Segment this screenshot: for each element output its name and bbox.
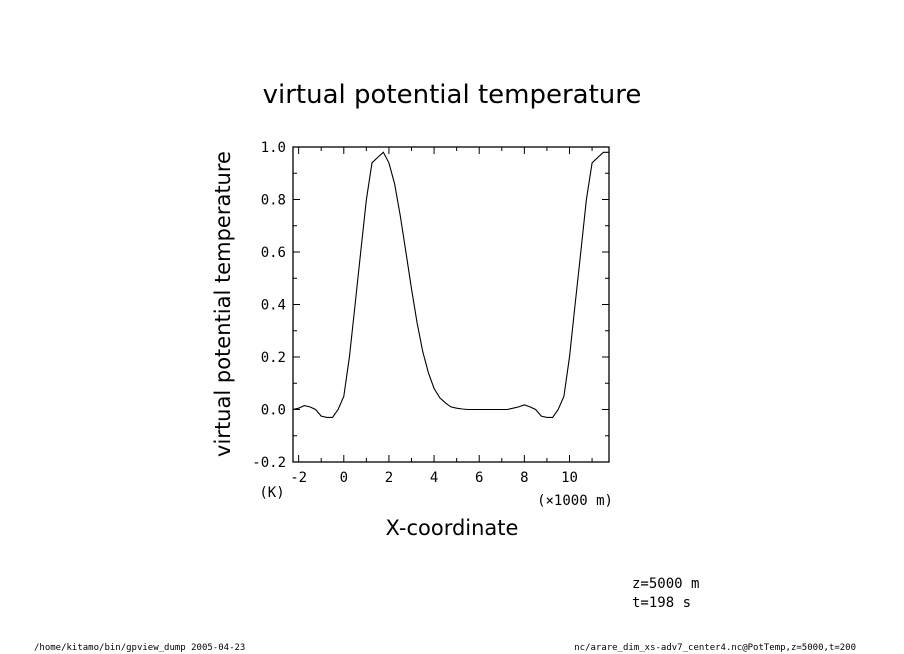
y-axis-ticks: -0.2 0.0 0.2 0.4 0.6 0.8 1.0: [252, 140, 609, 471]
y-tick-label: 0.4: [261, 298, 286, 314]
series-line: [292, 151, 609, 418]
y-tick-label: 0.0: [261, 403, 286, 419]
x-tick-label: -2: [290, 470, 307, 486]
x-tick-label: 4: [430, 470, 438, 486]
y-axis-title: virtual potential temperature: [211, 151, 235, 457]
y-tick-label: 0.8: [261, 193, 286, 209]
t-info: t=198 s: [632, 595, 691, 611]
x-unit-label: (×1000 m): [537, 493, 613, 509]
z-info: z=5000 m: [632, 576, 699, 592]
y-tick-label: 0.6: [261, 245, 286, 261]
chart-title: virtual potential temperature: [263, 80, 642, 110]
x-tick-label: 8: [520, 470, 528, 486]
x-tick-label: 2: [385, 470, 393, 486]
plot-frame: [292, 146, 610, 463]
y-tick-label: 1.0: [261, 140, 286, 156]
y-tick-label: -0.2: [252, 455, 286, 471]
y-unit-label: (K): [259, 485, 284, 501]
x-axis-ticks: -2 0 2 4 6 8 10: [290, 147, 593, 486]
y-tick-label: 0.2: [261, 350, 286, 366]
x-tick-label: 0: [340, 470, 348, 486]
x-axis-title: X-coordinate: [386, 516, 519, 540]
footer-left: /home/kitamo/bin/gpview_dump 2005-04-23: [34, 643, 245, 653]
footer-right: nc/arare_dim_xs-adv7_center4.nc@PotTemp,…: [574, 643, 856, 653]
x-tick-label: 6: [475, 470, 483, 486]
x-tick-label: 10: [561, 470, 578, 486]
